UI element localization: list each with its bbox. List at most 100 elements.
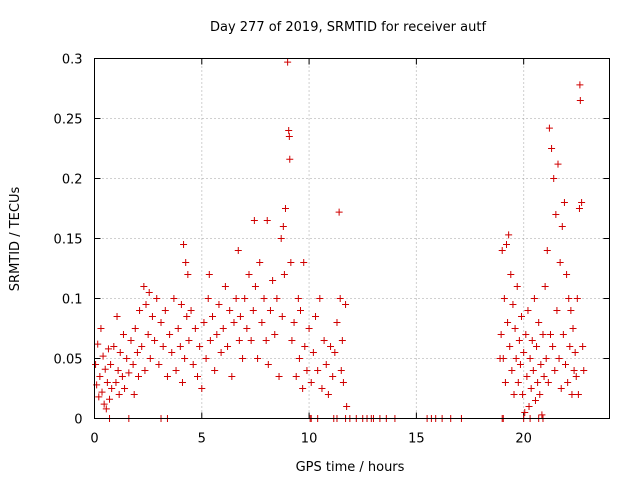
data-point — [182, 259, 190, 266]
data-point — [258, 319, 266, 326]
data-point — [118, 373, 126, 380]
data-point — [557, 385, 565, 392]
data-point — [161, 307, 169, 314]
x-tick-label: 10 — [301, 432, 318, 447]
data-point — [138, 343, 146, 350]
data-point — [579, 343, 587, 350]
data-point — [185, 337, 193, 344]
x-tick-labels: 0 5 10 15 20 — [90, 432, 532, 447]
data-point — [183, 313, 191, 320]
data-point — [539, 331, 547, 338]
data-point — [163, 373, 171, 380]
data-point — [295, 355, 303, 362]
data-point — [560, 199, 568, 206]
plot-border — [94, 58, 610, 419]
data-point — [541, 283, 549, 290]
data-point — [115, 391, 123, 398]
data-point — [239, 355, 247, 362]
data-point — [172, 367, 180, 374]
data-point — [314, 367, 322, 374]
data-point — [333, 319, 341, 326]
data-point — [174, 325, 182, 332]
data-point — [131, 325, 139, 332]
data-point — [546, 331, 554, 338]
data-point — [153, 295, 161, 302]
data-point — [177, 301, 185, 308]
data-point — [145, 289, 153, 296]
data-point — [130, 391, 138, 398]
data-point — [508, 367, 516, 374]
data-point — [555, 355, 563, 362]
data-point — [280, 271, 288, 278]
data-point — [108, 385, 116, 392]
y-axis-title: SRMTID / TECUs — [8, 187, 23, 292]
data-point — [292, 373, 300, 380]
y-tick-label: 0.05 — [54, 353, 83, 368]
data-point — [123, 355, 131, 362]
data-point — [277, 235, 285, 242]
data-point — [510, 391, 518, 398]
data-point — [228, 373, 236, 380]
data-point — [506, 343, 514, 350]
data-point — [107, 361, 115, 368]
data-point — [119, 331, 127, 338]
data-point — [191, 325, 199, 332]
data-point — [221, 283, 229, 290]
data-point — [98, 388, 106, 396]
data-point — [342, 301, 350, 308]
data-point — [535, 319, 543, 326]
data-point — [281, 205, 289, 212]
data-point — [205, 271, 213, 278]
data-point — [247, 337, 255, 344]
data-point — [285, 133, 293, 140]
data-point — [243, 325, 251, 332]
data-point — [209, 313, 217, 320]
data-point — [134, 373, 142, 380]
data-point — [159, 343, 167, 350]
data-point — [524, 307, 532, 314]
data-point — [200, 319, 208, 326]
y-tick-label: 0.15 — [54, 233, 83, 248]
data-point — [275, 373, 283, 380]
data-point — [307, 379, 315, 386]
data-point — [562, 361, 570, 368]
data-point — [284, 58, 292, 66]
data-point — [498, 247, 506, 254]
data-point — [103, 379, 111, 386]
x-tick-label: 5 — [198, 432, 206, 447]
y-tick-label: 0.25 — [54, 113, 83, 128]
data-point — [523, 373, 531, 380]
data-point — [309, 349, 317, 356]
data-point — [576, 97, 584, 104]
data-point — [95, 393, 103, 401]
data-point — [514, 379, 522, 386]
data-point — [575, 205, 583, 212]
data-point — [339, 379, 347, 386]
data-point — [127, 337, 135, 344]
data-point — [320, 337, 328, 344]
data-point — [331, 349, 339, 356]
data-point — [574, 391, 582, 398]
data-point — [226, 307, 234, 314]
data-point — [269, 277, 277, 284]
data-point — [578, 199, 586, 206]
data-point — [336, 295, 344, 302]
data-point — [549, 343, 557, 350]
data-point — [294, 295, 302, 302]
data-point — [102, 405, 110, 413]
data-point — [290, 319, 298, 326]
data-point — [335, 208, 343, 216]
data-point — [206, 337, 214, 344]
data-point — [500, 295, 508, 302]
data-point — [301, 343, 309, 350]
data-point — [520, 349, 528, 356]
data-point — [235, 337, 243, 344]
data-point — [211, 367, 219, 374]
data-point — [569, 325, 577, 332]
data-point — [563, 271, 571, 278]
data-point — [516, 361, 524, 368]
data-point — [219, 325, 227, 332]
data-point — [558, 223, 566, 230]
data-point — [337, 367, 345, 374]
data-point — [507, 271, 515, 278]
